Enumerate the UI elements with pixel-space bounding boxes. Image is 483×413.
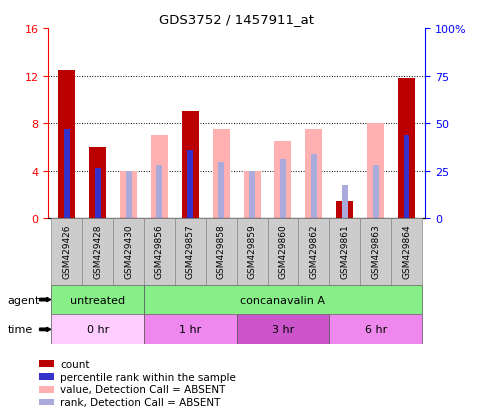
Bar [274,142,291,219]
Bar [218,163,224,219]
Bar [398,79,415,219]
Bar [187,157,193,219]
Bar [144,315,237,344]
Bar [329,315,422,344]
Text: GSM429428: GSM429428 [93,224,102,278]
Text: percentile rank within the sample: percentile rank within the sample [60,372,236,382]
Bar [391,219,422,285]
Text: GSM429430: GSM429430 [124,224,133,279]
Bar [51,219,82,285]
Bar [280,160,286,219]
Text: concanavalin A: concanavalin A [241,295,326,305]
Text: GSM429859: GSM429859 [248,224,256,279]
Bar [206,219,237,285]
Text: untreated: untreated [70,295,125,305]
Bar [95,169,100,219]
Bar [126,171,131,219]
Bar [151,136,168,219]
Text: GSM429426: GSM429426 [62,224,71,278]
Text: count: count [60,359,89,369]
Title: GDS3752 / 1457911_at: GDS3752 / 1457911_at [159,13,314,26]
Bar [175,219,206,285]
Bar [182,112,199,219]
Text: GSM429862: GSM429862 [310,224,318,279]
Text: GSM429858: GSM429858 [217,224,226,279]
Bar [268,219,298,285]
Bar [360,219,391,285]
Bar [237,219,268,285]
Bar [213,130,230,219]
Bar [342,186,348,219]
Bar [39,361,54,367]
Bar [51,285,144,315]
Bar [367,124,384,219]
Text: GSM429861: GSM429861 [340,224,349,279]
Bar [39,399,54,406]
Text: rank, Detection Call = ABSENT: rank, Detection Call = ABSENT [60,397,220,407]
Bar [144,285,422,315]
Bar [249,171,255,219]
Text: 3 hr: 3 hr [272,325,294,335]
Text: 0 hr: 0 hr [86,325,109,335]
Text: GSM429863: GSM429863 [371,224,380,279]
Bar [144,219,175,285]
Bar [89,147,106,219]
Text: GSM429864: GSM429864 [402,224,411,279]
Text: 1 hr: 1 hr [179,325,201,335]
Bar [39,387,54,393]
Text: value, Detection Call = ABSENT: value, Detection Call = ABSENT [60,385,225,394]
Bar [311,154,317,219]
Text: GSM429856: GSM429856 [155,224,164,279]
Bar [120,171,137,219]
Bar [329,219,360,285]
Bar [305,130,322,219]
Bar [187,150,193,219]
Bar [403,135,410,219]
Bar [373,166,379,219]
Bar [336,201,353,219]
Text: GSM429857: GSM429857 [186,224,195,279]
Bar [156,166,162,219]
Bar [51,315,144,344]
Bar [113,219,144,285]
Bar [82,219,113,285]
Bar [58,71,75,219]
Bar [39,373,54,380]
Bar [237,315,329,344]
Text: GSM429860: GSM429860 [279,224,287,279]
Text: agent: agent [7,295,40,305]
Text: 6 hr: 6 hr [365,325,387,335]
Bar [243,171,261,219]
Bar [298,219,329,285]
Bar [64,130,70,219]
Text: time: time [7,325,32,335]
